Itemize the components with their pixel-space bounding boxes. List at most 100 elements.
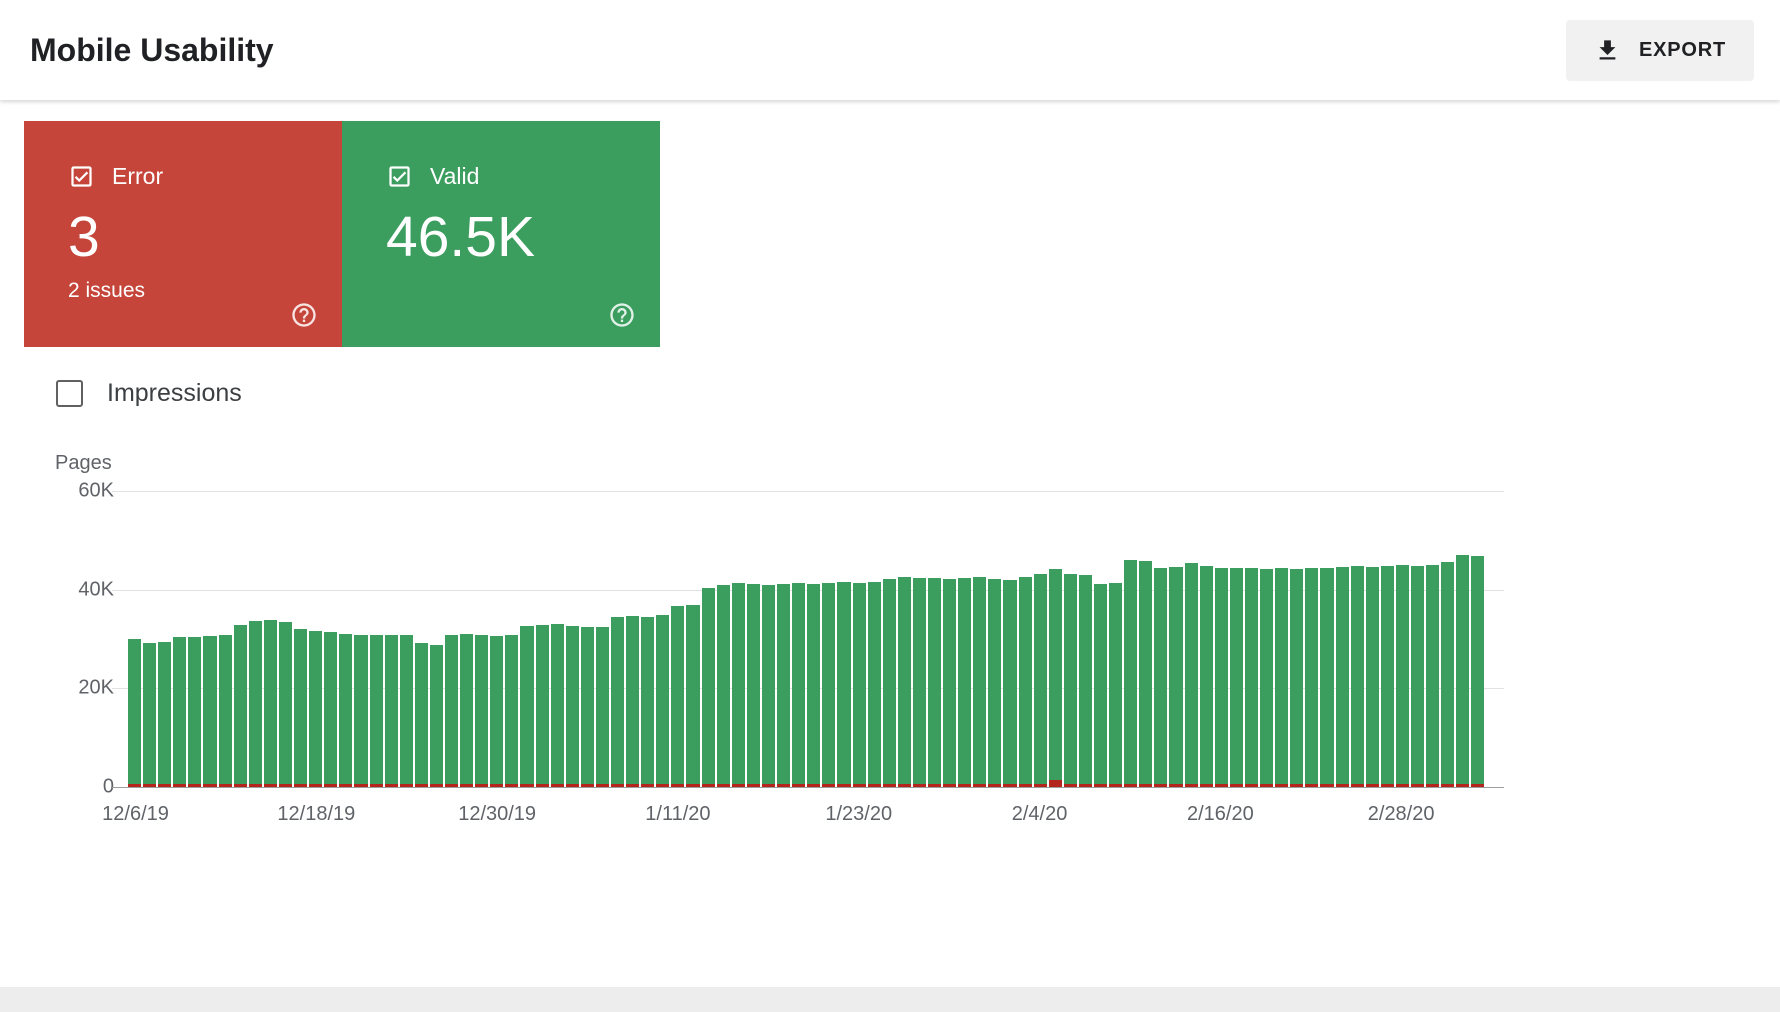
bar-group[interactable]	[278, 491, 293, 787]
bar-group[interactable]	[1094, 491, 1108, 787]
impressions-toggle[interactable]: Impressions	[56, 379, 1756, 408]
bar-group[interactable]	[263, 491, 277, 787]
bar-group[interactable]	[339, 491, 353, 787]
bar-group[interactable]	[731, 491, 745, 787]
bar-group[interactable]	[1260, 491, 1274, 787]
bar-group[interactable]	[988, 491, 1002, 787]
bar-group[interactable]	[897, 491, 911, 787]
bar-group[interactable]	[294, 491, 308, 787]
bar-group[interactable]	[1471, 491, 1485, 787]
bar-group[interactable]	[369, 491, 383, 787]
bar-group[interactable]	[716, 491, 730, 787]
help-icon[interactable]	[290, 301, 318, 329]
bar-group[interactable]	[1184, 491, 1198, 787]
bar-group[interactable]	[792, 491, 806, 787]
bar-group[interactable]	[158, 491, 172, 787]
bar-group[interactable]	[1199, 491, 1213, 787]
bar-group[interactable]	[927, 491, 942, 787]
bar-group[interactable]	[324, 491, 338, 787]
bar-group[interactable]	[807, 491, 821, 787]
bar-group[interactable]	[1244, 491, 1259, 787]
bar-group[interactable]	[701, 491, 715, 787]
bar-group[interactable]	[1290, 491, 1304, 787]
bar-group[interactable]	[1063, 491, 1077, 787]
bar-group[interactable]	[1456, 491, 1470, 787]
help-icon[interactable]	[608, 301, 636, 329]
bar-group[interactable]	[490, 491, 504, 787]
bar-group[interactable]	[1078, 491, 1092, 787]
bar-group[interactable]	[1003, 491, 1017, 787]
bar-group[interactable]	[1275, 491, 1289, 787]
bar-group[interactable]	[173, 491, 187, 787]
checked-checkbox-icon[interactable]	[386, 163, 413, 190]
bar-group[interactable]	[460, 491, 474, 787]
bar-group[interactable]	[641, 491, 655, 787]
bar-group[interactable]	[746, 491, 760, 787]
bar-group[interactable]	[535, 491, 549, 787]
bar-group[interactable]	[611, 491, 625, 787]
export-button[interactable]: EXPORT	[1565, 19, 1754, 81]
bar-group[interactable]	[822, 491, 836, 787]
bar-group[interactable]	[973, 491, 987, 787]
bar-group[interactable]	[1335, 491, 1349, 787]
bar-group[interactable]	[505, 491, 519, 787]
bar-group[interactable]	[233, 491, 247, 787]
bar-group[interactable]	[203, 491, 217, 787]
bar-group[interactable]	[1441, 491, 1455, 787]
bar-group[interactable]	[399, 491, 413, 787]
bar-group[interactable]	[686, 491, 700, 787]
bar-group[interactable]	[565, 491, 579, 787]
bar-group[interactable]	[414, 491, 428, 787]
bar-group[interactable]	[1410, 491, 1425, 787]
bar-group[interactable]	[1109, 491, 1123, 787]
bar-group[interactable]	[248, 491, 262, 787]
bar-group[interactable]	[837, 491, 851, 787]
bar-group[interactable]	[1033, 491, 1047, 787]
bar-group[interactable]	[671, 491, 685, 787]
bar-group[interactable]	[595, 491, 609, 787]
bar-group[interactable]	[1229, 491, 1243, 787]
bar-group[interactable]	[384, 491, 398, 787]
valid-card[interactable]: Valid 46.5K	[342, 121, 660, 347]
bar-group[interactable]	[475, 491, 489, 787]
bar-group[interactable]	[626, 491, 640, 787]
bar-group[interactable]	[128, 491, 142, 787]
bar-group[interactable]	[218, 491, 232, 787]
bar-group[interactable]	[958, 491, 972, 787]
bar-group[interactable]	[1426, 491, 1440, 787]
bar-group[interactable]	[580, 491, 594, 787]
checked-checkbox-icon[interactable]	[68, 163, 95, 190]
bar-group[interactable]	[520, 491, 534, 787]
bar-group[interactable]	[550, 491, 564, 787]
bar-group[interactable]	[1305, 491, 1319, 787]
bar-group[interactable]	[1018, 491, 1032, 787]
bar-group[interactable]	[1154, 491, 1168, 787]
bar-group[interactable]	[1169, 491, 1183, 787]
bar-group[interactable]	[354, 491, 368, 787]
bar-group[interactable]	[867, 491, 881, 787]
bar-group[interactable]	[309, 491, 323, 787]
bar-group[interactable]	[912, 491, 926, 787]
bar-group[interactable]	[761, 491, 776, 787]
bar-group[interactable]	[1320, 491, 1334, 787]
bar-group[interactable]	[852, 491, 866, 787]
bar-group[interactable]	[1124, 491, 1138, 787]
bar-group[interactable]	[1350, 491, 1364, 787]
bar-group[interactable]	[1365, 491, 1379, 787]
bar-group[interactable]	[143, 491, 157, 787]
bar-group[interactable]	[1214, 491, 1228, 787]
bar-group[interactable]	[882, 491, 896, 787]
bar-group[interactable]	[1380, 491, 1394, 787]
error-card[interactable]: Error 3 2 issues	[24, 121, 342, 347]
bar-group[interactable]	[444, 491, 459, 787]
unchecked-checkbox-icon[interactable]	[56, 380, 83, 407]
bar-group[interactable]	[188, 491, 202, 787]
bar-group[interactable]	[429, 491, 443, 787]
bar-group[interactable]	[1395, 491, 1409, 787]
bar-group[interactable]	[943, 491, 957, 787]
bar-group[interactable]	[1139, 491, 1153, 787]
bar-group[interactable]	[1048, 491, 1062, 787]
bar-group[interactable]	[656, 491, 670, 787]
y-axis-label: 40K	[78, 578, 114, 601]
bar-group[interactable]	[777, 491, 791, 787]
